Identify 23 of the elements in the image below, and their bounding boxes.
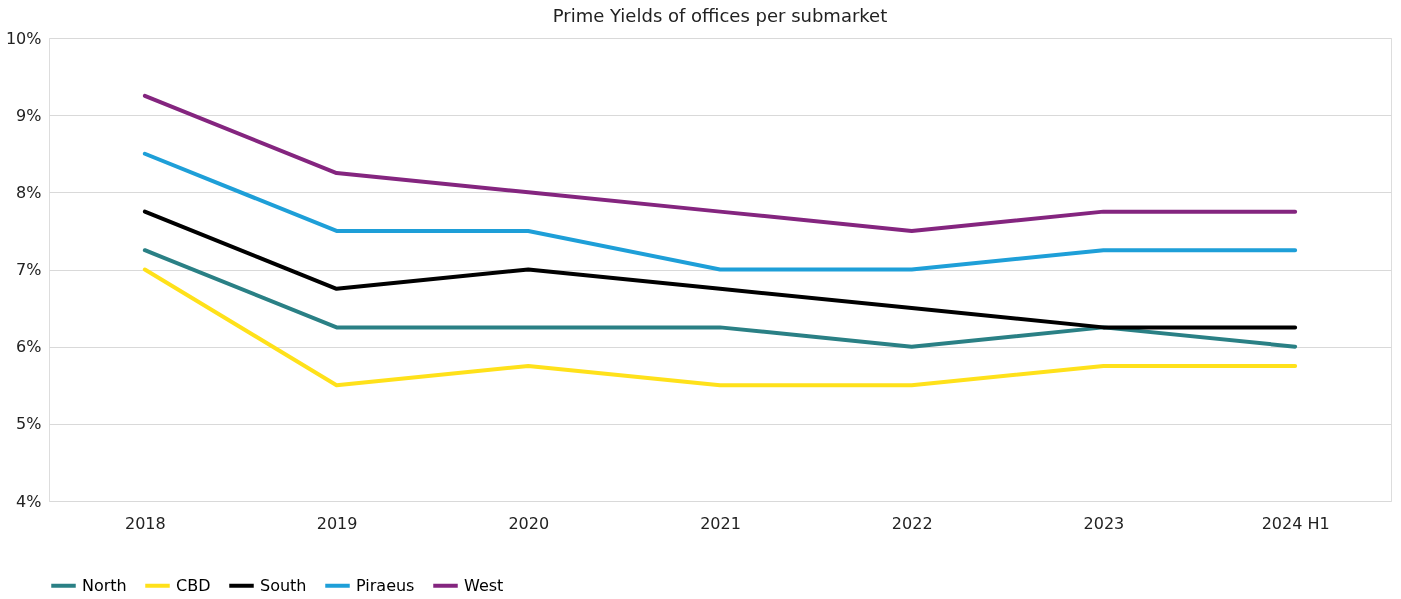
y-tick-label: 6% [16, 337, 42, 357]
line-series [142, 151, 1298, 272]
x-tick-label: 2020 [508, 513, 550, 533]
legend-label: CBD [176, 575, 211, 595]
line-series [142, 209, 1298, 330]
x-tick-label: 2018 [125, 513, 166, 533]
x-tick-label: 2021 [700, 513, 741, 533]
y-tick-label: 5% [16, 414, 42, 434]
legend-label: West [464, 575, 504, 595]
x-tick-label: 2022 [891, 513, 933, 533]
y-tick-label: 8% [16, 182, 42, 202]
legend-label: North [82, 575, 127, 595]
line-series [142, 93, 1298, 233]
y-tick-label: 9% [16, 105, 42, 125]
y-tick-label: 10% [5, 28, 42, 48]
y-tick-label: 7% [16, 260, 42, 279]
chart-title: Prime Yields of offices per submarket [552, 5, 888, 26]
legend-label: South [260, 575, 307, 595]
x-tick-label: 2024 H1 [1261, 513, 1330, 533]
x-tick-label: 2023 [1083, 513, 1125, 533]
y-tick-label: 4% [16, 491, 42, 511]
x-tick-label: 2019 [316, 513, 358, 533]
legend-label: Piraeus [356, 575, 415, 595]
